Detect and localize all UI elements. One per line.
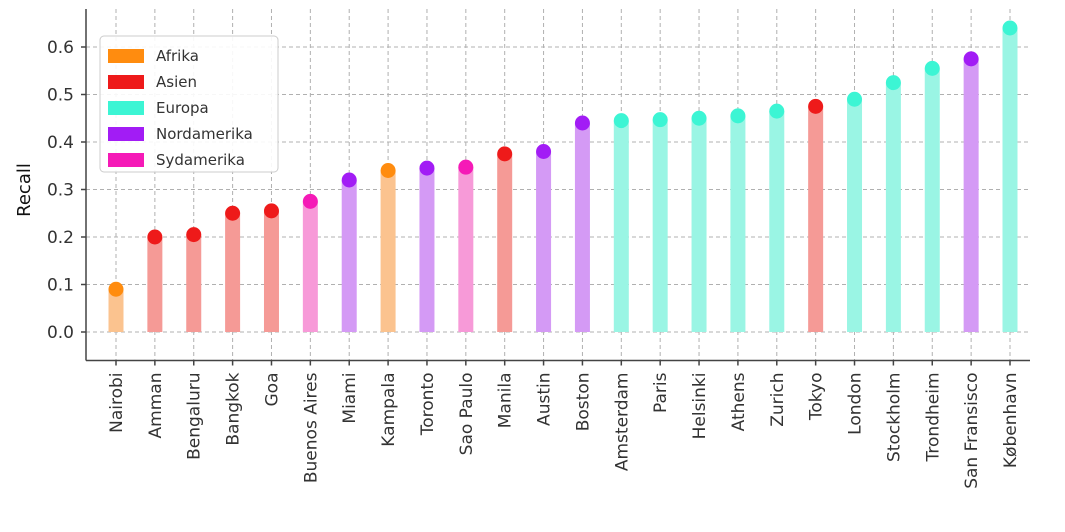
axes-layer bbox=[85, 9, 1030, 362]
data-point bbox=[808, 98, 824, 114]
bar bbox=[808, 106, 824, 332]
x-tick-label: Miami bbox=[340, 373, 360, 424]
y-tick-label: 0.4 bbox=[47, 133, 74, 153]
legend-label: Nordamerika bbox=[156, 125, 253, 143]
data-point bbox=[924, 60, 940, 76]
data-point bbox=[847, 91, 863, 107]
x-tick-label: Kampala bbox=[379, 373, 399, 447]
x-tick-label: Zurich bbox=[768, 373, 788, 427]
data-point bbox=[108, 281, 124, 297]
bar bbox=[769, 111, 785, 332]
x-tick-label: Manila bbox=[496, 373, 516, 429]
legend-swatch bbox=[108, 153, 144, 167]
data-point bbox=[769, 103, 785, 119]
data-point bbox=[419, 160, 435, 176]
x-tick-label: Nairobi bbox=[107, 373, 127, 433]
data-point bbox=[225, 205, 241, 221]
data-point bbox=[186, 227, 202, 243]
x-tick-label: Toronto bbox=[418, 373, 438, 437]
bar bbox=[885, 82, 901, 332]
data-point bbox=[652, 112, 668, 128]
bars-layer bbox=[108, 20, 1018, 332]
data-point bbox=[497, 146, 513, 162]
bar bbox=[1002, 28, 1018, 332]
bar bbox=[847, 99, 863, 332]
bar bbox=[341, 180, 357, 332]
data-point bbox=[302, 193, 318, 209]
bar bbox=[225, 213, 241, 332]
legend-label: Europa bbox=[156, 99, 209, 117]
data-point bbox=[574, 115, 590, 131]
x-tick-label: Trondheim bbox=[923, 373, 943, 463]
data-point bbox=[458, 159, 474, 175]
x-tick-label: Boston bbox=[573, 373, 593, 432]
bar bbox=[652, 119, 668, 332]
bar bbox=[613, 120, 629, 332]
x-tick-label: Goa bbox=[262, 373, 282, 407]
data-point bbox=[691, 110, 707, 126]
bar bbox=[924, 68, 940, 332]
bar bbox=[963, 58, 979, 332]
data-point bbox=[730, 108, 746, 124]
x-tick-label: Amsterdam bbox=[612, 373, 632, 472]
x-tick-label: Sao Paulo bbox=[457, 373, 477, 456]
x-tick-label: Austin bbox=[535, 373, 555, 426]
bar bbox=[108, 289, 124, 332]
legend-label: Asien bbox=[156, 73, 197, 91]
data-point bbox=[885, 75, 901, 91]
x-tick-label: Amman bbox=[146, 373, 166, 439]
bar bbox=[691, 118, 707, 332]
bar bbox=[380, 170, 396, 332]
x-tick-label: Helsinki bbox=[690, 373, 710, 440]
legend-swatch bbox=[108, 75, 144, 89]
y-tick-label: 0.5 bbox=[47, 86, 74, 106]
bar bbox=[263, 210, 279, 332]
x-tick-label: København bbox=[1001, 373, 1021, 469]
x-tick-label: Paris bbox=[651, 372, 671, 413]
bar bbox=[574, 123, 590, 332]
x-tick-label: Athens bbox=[729, 372, 749, 431]
y-tick-label: 0.3 bbox=[47, 181, 74, 201]
legend-label: Sydamerika bbox=[156, 151, 245, 169]
y-tick-label: 0.6 bbox=[47, 38, 74, 58]
bar bbox=[458, 167, 474, 332]
bar bbox=[147, 237, 163, 332]
x-tick-label: Stockholm bbox=[884, 373, 904, 463]
legend-swatch bbox=[108, 49, 144, 63]
data-point bbox=[1002, 20, 1018, 36]
x-tick-label: San Fransisco bbox=[962, 373, 982, 489]
data-point bbox=[341, 172, 357, 188]
x-tick-label: London bbox=[846, 373, 866, 435]
y-tick-label: 0.1 bbox=[47, 276, 74, 296]
legend-box bbox=[99, 35, 279, 173]
y-tick-label: 0.2 bbox=[47, 228, 74, 248]
labels-layer: 0.0 0.1 0.2 0.3 0.4 0.5 0.6 Nairobi Amman Bengalu… bbox=[47, 38, 1021, 489]
data-point bbox=[147, 229, 163, 245]
legend-swatch bbox=[108, 127, 144, 141]
bar bbox=[730, 115, 746, 332]
data-point bbox=[263, 203, 279, 219]
x-tick-label: Tokyo bbox=[807, 373, 827, 422]
bar bbox=[302, 201, 318, 332]
y-axis-title: Recall bbox=[14, 163, 35, 217]
bar bbox=[186, 234, 202, 332]
data-point bbox=[963, 51, 979, 67]
legend-swatch bbox=[108, 101, 144, 115]
data-point bbox=[380, 163, 396, 178]
bar bbox=[419, 168, 435, 332]
x-tick-label: Bengaluru bbox=[185, 373, 205, 460]
bar bbox=[497, 153, 513, 332]
legend-label: Afrika bbox=[156, 47, 199, 65]
data-point bbox=[536, 144, 552, 159]
x-tick-label: Buenos Aires bbox=[301, 372, 321, 483]
data-point bbox=[613, 113, 629, 129]
bar bbox=[536, 151, 552, 332]
legend: Afrika Asien Europa Nordamerika Sydamerika bbox=[99, 35, 279, 173]
y-tick-label: 0.0 bbox=[47, 323, 74, 343]
x-tick-label: Bangkok bbox=[224, 372, 244, 445]
